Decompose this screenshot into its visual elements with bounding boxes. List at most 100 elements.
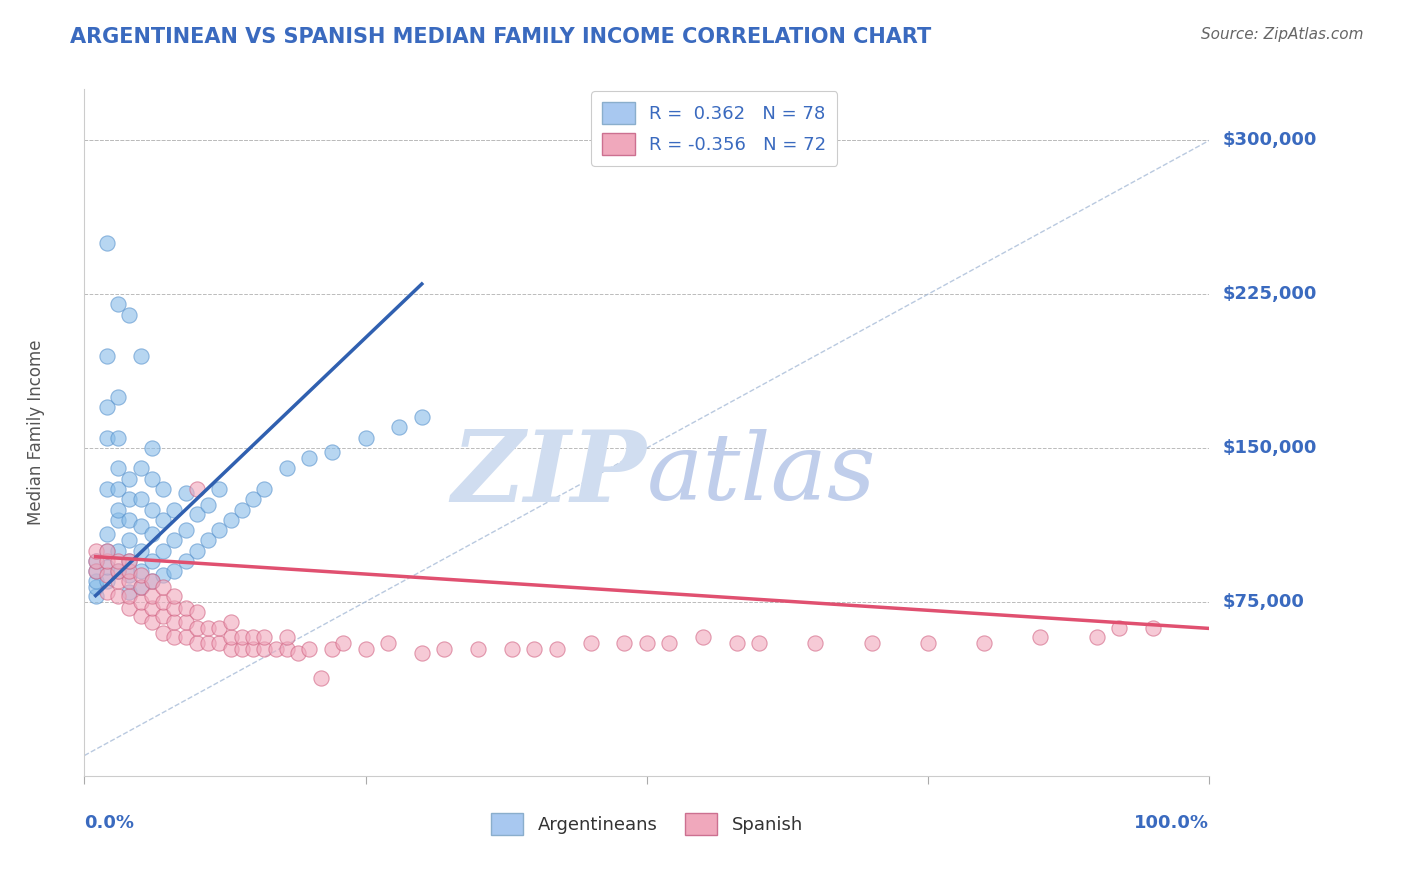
Text: atlas: atlas: [647, 429, 876, 519]
Point: [96, 543, 118, 558]
Point: [219, 630, 242, 644]
Text: 100.0%: 100.0%: [1135, 814, 1209, 831]
Point: [107, 554, 129, 568]
Text: Source: ZipAtlas.com: Source: ZipAtlas.com: [1201, 27, 1364, 42]
Text: $300,000: $300,000: [1223, 131, 1317, 150]
Point: [118, 472, 141, 486]
Point: [253, 641, 276, 656]
Point: [129, 595, 152, 609]
Point: [231, 641, 253, 656]
Point: [197, 622, 219, 636]
Point: [152, 543, 174, 558]
Point: [163, 502, 186, 516]
Point: [152, 625, 174, 640]
Point: [129, 461, 152, 475]
Point: [107, 431, 129, 445]
Point: [107, 461, 129, 475]
Point: [96, 431, 118, 445]
Point: [208, 622, 231, 636]
Point: [118, 564, 141, 578]
Point: [186, 543, 208, 558]
Point: [186, 636, 208, 650]
Point: [152, 609, 174, 624]
Point: [141, 574, 163, 589]
Point: [804, 636, 827, 650]
Point: [253, 630, 276, 644]
Point: [152, 568, 174, 582]
Point: [118, 533, 141, 548]
Point: [917, 636, 939, 650]
Point: [141, 589, 163, 603]
Point: [1029, 630, 1052, 644]
Point: [107, 574, 129, 589]
Point: [129, 519, 152, 533]
Point: [523, 641, 546, 656]
Point: [231, 502, 253, 516]
Text: $150,000: $150,000: [1223, 439, 1317, 457]
Point: [152, 482, 174, 496]
Point: [433, 641, 456, 656]
Point: [163, 533, 186, 548]
Point: [96, 400, 118, 414]
Point: [96, 527, 118, 541]
Point: [152, 595, 174, 609]
Text: 0.0%: 0.0%: [84, 814, 135, 831]
Point: [411, 410, 433, 425]
Point: [613, 636, 636, 650]
Point: [321, 445, 343, 459]
Point: [84, 581, 107, 595]
Point: [84, 589, 107, 603]
Legend: Argentineans, Spanish: Argentineans, Spanish: [484, 806, 810, 843]
Point: [141, 472, 163, 486]
Point: [242, 641, 264, 656]
Text: ZIP: ZIP: [451, 425, 647, 522]
Point: [276, 461, 298, 475]
Point: [141, 601, 163, 615]
Point: [174, 630, 197, 644]
Point: [118, 589, 141, 603]
Point: [96, 554, 118, 568]
Point: [332, 636, 354, 650]
Point: [354, 431, 377, 445]
Point: [141, 615, 163, 630]
Point: [163, 615, 186, 630]
Point: [1085, 630, 1108, 644]
Point: [84, 574, 107, 589]
Point: [186, 605, 208, 619]
Point: [197, 499, 219, 513]
Point: [129, 349, 152, 363]
Point: [276, 630, 298, 644]
Point: [219, 641, 242, 656]
Point: [725, 636, 748, 650]
Point: [163, 564, 186, 578]
Point: [208, 523, 231, 537]
Point: [96, 482, 118, 496]
Point: [298, 641, 321, 656]
Point: [129, 492, 152, 507]
Point: [96, 584, 118, 599]
Point: [96, 574, 118, 589]
Point: [287, 646, 309, 660]
Point: [276, 641, 298, 656]
Text: $75,000: $75,000: [1223, 593, 1305, 611]
Point: [174, 523, 197, 537]
Point: [186, 507, 208, 521]
Point: [107, 513, 129, 527]
Point: [163, 601, 186, 615]
Point: [84, 564, 107, 578]
Point: [118, 513, 141, 527]
Point: [96, 235, 118, 250]
Point: [84, 554, 107, 568]
Point: [141, 441, 163, 455]
Point: [107, 502, 129, 516]
Point: [107, 564, 129, 578]
Point: [107, 297, 129, 311]
Point: [96, 349, 118, 363]
Point: [501, 641, 523, 656]
Point: [186, 622, 208, 636]
Point: [579, 636, 602, 650]
Point: [129, 564, 152, 578]
Point: [129, 543, 152, 558]
Point: [84, 543, 107, 558]
Point: [321, 641, 343, 656]
